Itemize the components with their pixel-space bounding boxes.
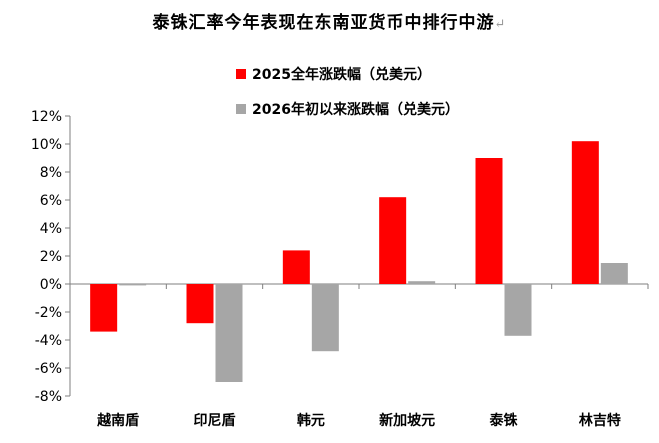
bar-2026-3 — [311, 284, 339, 352]
bar-2026-1 — [119, 284, 147, 286]
y-tick-label: 8% — [40, 165, 62, 181]
bar-2025-5 — [475, 158, 503, 284]
x-category-label: 越南盾 — [96, 412, 139, 429]
bar-2025-1 — [90, 284, 118, 332]
bar-2026-4 — [408, 281, 436, 284]
legend-swatch-2026 — [236, 104, 246, 114]
y-tick-label: 0% — [40, 277, 62, 293]
bar-2026-6 — [600, 263, 628, 284]
x-category-label: 泰铢 — [489, 412, 519, 429]
y-tick-label: -8% — [35, 389, 62, 405]
bar-2025-4 — [379, 197, 407, 284]
bar-2025-2 — [186, 284, 214, 324]
legend-swatch-2025 — [236, 69, 246, 79]
y-tick-label: 10% — [31, 137, 62, 153]
y-tick-label: -6% — [35, 361, 62, 377]
x-category-label: 新加坡元 — [379, 412, 435, 429]
x-category-label: 韩元 — [297, 412, 325, 429]
bar-2026-2 — [215, 284, 243, 382]
y-tick-label: 4% — [40, 221, 62, 237]
x-category-label: 林吉特 — [579, 412, 621, 429]
y-tick-label: -4% — [35, 333, 62, 349]
y-tick-label: 12% — [31, 109, 62, 125]
x-category-label: 印尼盾 — [194, 412, 236, 429]
bar-2025-3 — [282, 250, 310, 284]
y-tick-label: -2% — [35, 305, 62, 321]
legend-label-2025: 2025全年涨跌幅（兑美元） — [252, 67, 431, 83]
y-tick-label: 6% — [40, 193, 62, 209]
legend-entry-2026: 2026年初以来涨跌幅（兑美元） — [236, 99, 459, 119]
legend-entry-2025: 2025全年涨跌幅（兑美元） — [236, 64, 431, 84]
bar-2025-6 — [571, 141, 599, 284]
chart-title: 泰铢汇率今年表现在东南亚货币中排行中游↵ — [152, 13, 507, 33]
legend-label-2026: 2026年初以来涨跌幅（兑美元） — [252, 102, 459, 118]
bar-2026-5 — [504, 284, 532, 336]
return-mark: ↵ — [494, 17, 507, 32]
y-tick-label: 2% — [40, 249, 62, 265]
